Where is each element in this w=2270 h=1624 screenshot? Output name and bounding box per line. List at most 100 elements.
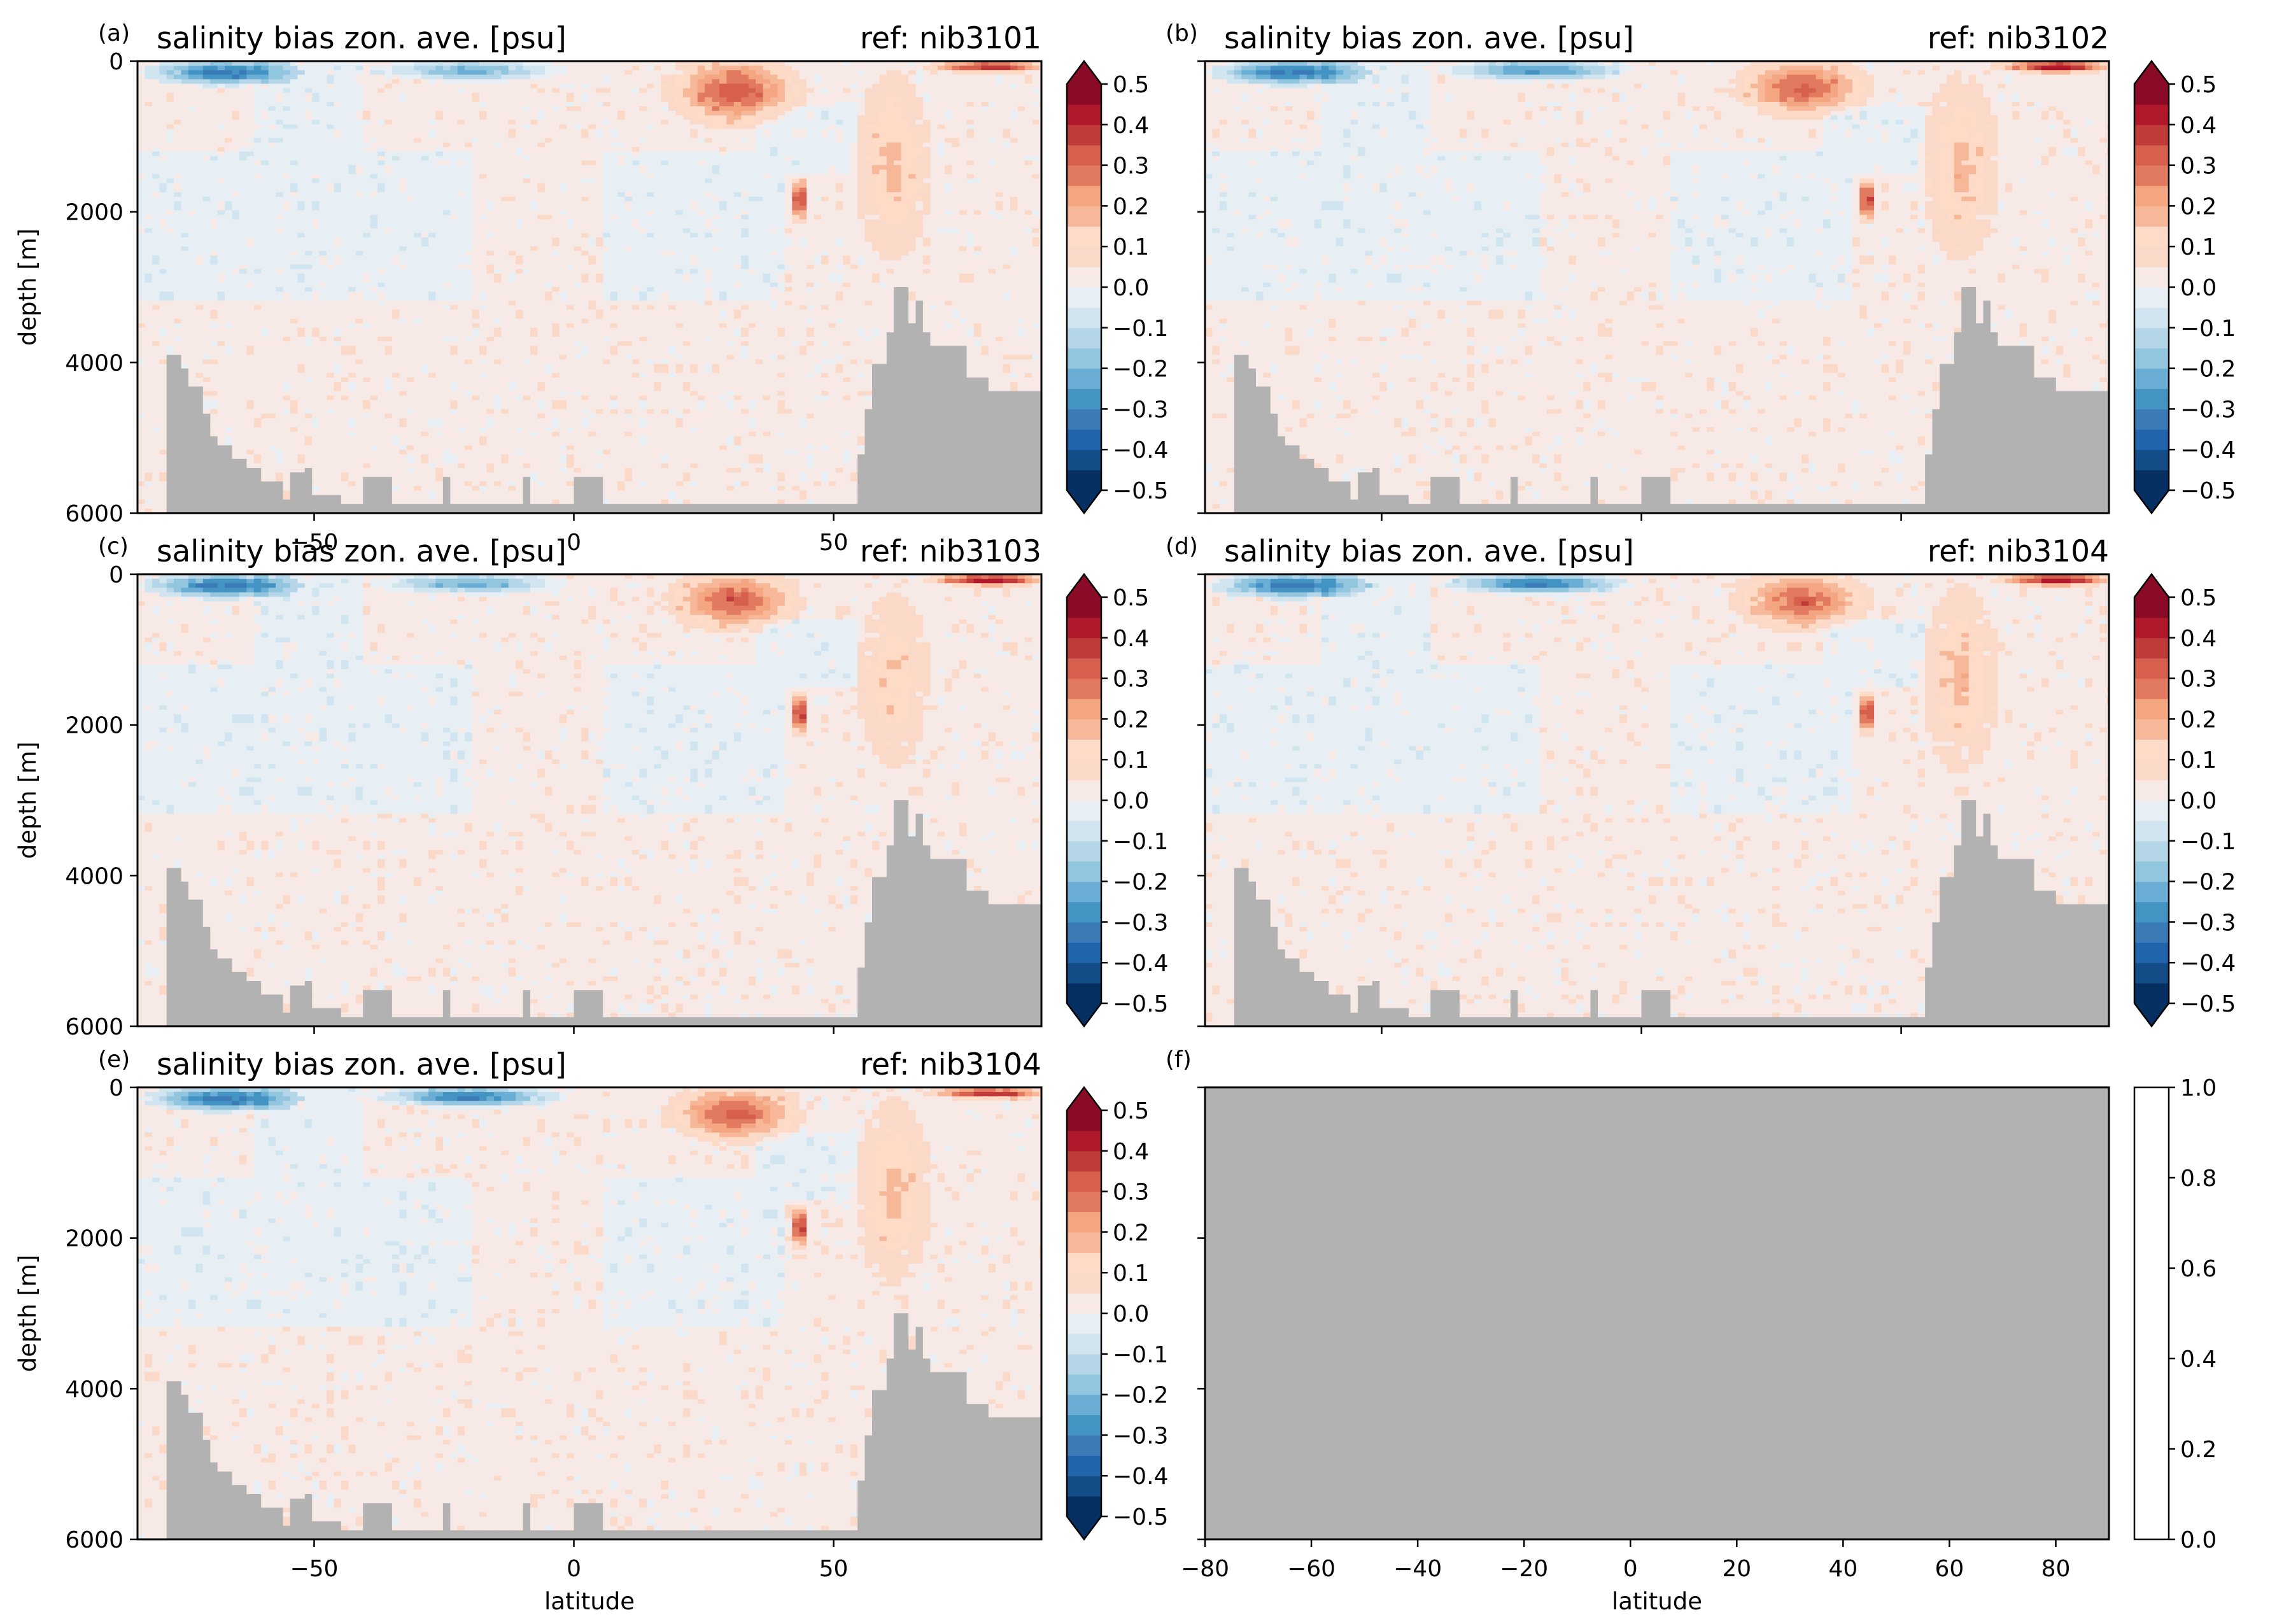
heatmap-cell [195, 206, 203, 211]
heatmap-cell [479, 70, 487, 75]
heatmap-cell [348, 97, 356, 102]
heatmap-cell [320, 129, 327, 134]
heatmap-cell [385, 237, 393, 243]
heatmap-cell [341, 215, 349, 220]
heatmap-cell [392, 242, 400, 247]
heatmap-cell [297, 274, 305, 279]
heatmap-cell [218, 323, 225, 328]
heatmap-cell [356, 224, 363, 229]
heatmap-cell [290, 486, 298, 491]
heatmap-cell [486, 251, 494, 256]
heatmap-cell [152, 269, 160, 274]
heatmap-cell [261, 386, 269, 392]
heatmap-cell [218, 337, 225, 342]
heatmap-cell [283, 206, 291, 211]
heatmap-cell [327, 332, 334, 337]
heatmap-cell [290, 102, 298, 107]
heatmap-cell [377, 138, 385, 143]
heatmap-cell [276, 201, 283, 206]
heatmap-cell [327, 129, 334, 134]
heatmap-cell [370, 88, 378, 94]
heatmap-cell [312, 418, 320, 423]
heatmap-cell [356, 378, 363, 383]
heatmap-cell [435, 382, 443, 387]
heatmap-cell [435, 255, 443, 260]
heatmap-cell [188, 450, 196, 455]
heatmap-cell [392, 463, 400, 469]
heatmap-cell [334, 183, 342, 188]
heatmap-cell [254, 414, 262, 419]
heatmap-cell [392, 391, 400, 396]
heatmap-cell [276, 274, 283, 279]
heatmap-cell [195, 491, 203, 496]
heatmap-cell [297, 210, 305, 215]
heatmap-cell [174, 500, 181, 505]
heatmap-cell [283, 491, 291, 496]
heatmap-cell [261, 287, 269, 292]
heatmap-cell [312, 242, 320, 247]
heatmap-cell [465, 463, 472, 469]
heatmap-cell [203, 350, 211, 355]
heatmap-cell [276, 427, 283, 432]
heatmap-cell [137, 500, 145, 505]
heatmap-cell [356, 242, 363, 247]
heatmap-cell [443, 386, 451, 392]
heatmap-cell [218, 468, 225, 473]
heatmap-cell [385, 446, 393, 451]
heatmap-cell [312, 129, 320, 134]
heatmap-cell [479, 97, 487, 102]
heatmap-cell [276, 463, 283, 469]
heatmap-cell [428, 332, 436, 337]
heatmap-cell [276, 97, 283, 102]
heatmap-cell [167, 269, 174, 274]
heatmap-cell [356, 364, 363, 369]
heatmap-cell [239, 436, 247, 441]
heatmap-cell [167, 237, 174, 243]
heatmap-cell [458, 455, 465, 460]
heatmap-cell [312, 188, 320, 193]
heatmap-cell [486, 332, 494, 337]
heatmap-cell [377, 373, 385, 378]
heatmap-cell [472, 156, 480, 161]
heatmap-cell [370, 134, 378, 139]
heatmap-cell [479, 88, 487, 94]
heatmap-cell [254, 491, 262, 496]
heatmap-cell [269, 395, 276, 400]
heatmap-cell [254, 129, 262, 134]
heatmap-cell [210, 486, 218, 491]
heatmap-cell [363, 350, 370, 355]
heatmap-cell [152, 265, 160, 270]
heatmap-cell [385, 265, 393, 270]
heatmap-cell [377, 93, 385, 98]
heatmap-cell [290, 233, 298, 238]
heatmap-cell [327, 310, 334, 315]
heatmap-cell [363, 432, 370, 437]
heatmap-cell [203, 459, 211, 464]
heatmap-cell [450, 468, 458, 473]
heatmap-cell [465, 188, 472, 193]
heatmap-cell [363, 391, 370, 396]
heatmap-cell [195, 427, 203, 432]
heatmap-cell [210, 292, 218, 297]
heatmap-cell [399, 391, 407, 396]
heatmap-cell [428, 283, 436, 288]
heatmap-cell [297, 160, 305, 166]
heatmap-cell [421, 409, 429, 414]
heatmap-cell [356, 319, 363, 324]
heatmap-cell [377, 106, 385, 111]
heatmap-cell [435, 323, 443, 328]
heatmap-cell [195, 169, 203, 174]
heatmap-cell [370, 152, 378, 157]
heatmap-cell [385, 310, 393, 315]
heatmap-cell [167, 201, 174, 206]
heatmap-cell [297, 70, 305, 75]
heatmap-cell [312, 409, 320, 414]
heatmap-cell [428, 102, 436, 107]
heatmap-cell [377, 319, 385, 324]
heatmap-cell [435, 418, 443, 423]
heatmap-cell [254, 124, 262, 129]
heatmap-cell [137, 274, 145, 279]
heatmap-cell [450, 446, 458, 451]
heatmap-cell [159, 427, 167, 432]
heatmap-cell [327, 500, 334, 505]
